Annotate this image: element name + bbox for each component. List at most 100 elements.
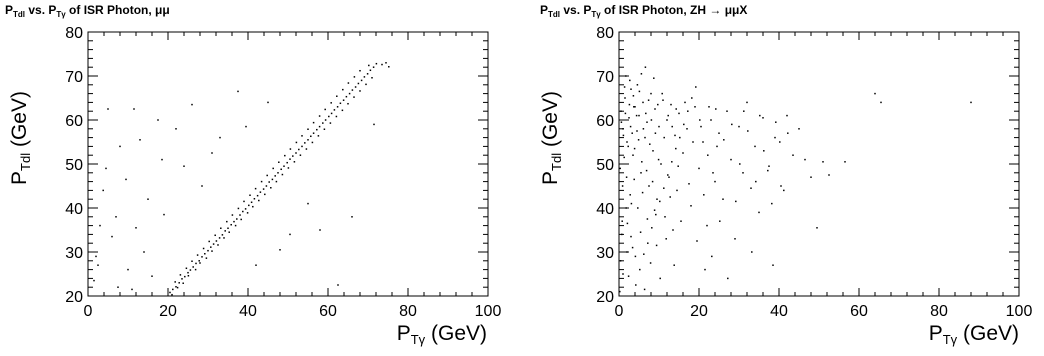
- scatter-point: [768, 165, 770, 167]
- scatter-point: [639, 268, 641, 271]
- scatter-point: [345, 95, 348, 98]
- scatter-point: [629, 125, 632, 128]
- x-tick-label: 20: [159, 303, 177, 320]
- scatter-point: [630, 202, 633, 205]
- scatter-point: [719, 220, 721, 222]
- scatter-point: [647, 242, 649, 244]
- scatter-point: [307, 202, 309, 205]
- scatter-point: [714, 180, 716, 183]
- scatter-point: [316, 128, 318, 131]
- scatter-point: [210, 246, 212, 248]
- scatter-point: [638, 114, 640, 117]
- scatter-point: [215, 240, 218, 242]
- scatter-point: [305, 148, 308, 150]
- scatter-point: [620, 121, 623, 123]
- scatter-point: [669, 196, 671, 198]
- scatter-point: [690, 205, 692, 207]
- y-tick-label: 70: [65, 69, 83, 86]
- scatter-point: [758, 211, 760, 214]
- scatter-point: [699, 119, 701, 121]
- scatter-point: [786, 114, 788, 117]
- scatter-point: [336, 95, 338, 97]
- scatter-point: [663, 187, 665, 189]
- scatter-point: [189, 269, 192, 271]
- x-tick-label: 60: [850, 303, 868, 320]
- scatter-point: [175, 286, 177, 288]
- right-plot-frame: [618, 31, 1020, 297]
- scatter-point: [301, 135, 303, 137]
- scatter-point: [369, 69, 372, 72]
- scatter-point: [970, 101, 972, 104]
- scatter-point: [224, 230, 226, 232]
- scatter-point: [219, 136, 221, 139]
- scatter-point: [659, 200, 661, 203]
- scatter-point: [619, 167, 621, 170]
- scatter-point: [354, 86, 357, 88]
- scatter-point: [747, 130, 749, 132]
- scatter-point: [174, 281, 176, 283]
- scatter-point: [289, 233, 291, 236]
- scatter-point: [266, 174, 268, 177]
- scatter-point: [260, 180, 263, 183]
- scatter-point: [125, 178, 127, 181]
- x-tick-label: 0: [84, 303, 93, 320]
- scatter-point: [640, 73, 643, 75]
- scatter-point: [675, 108, 677, 110]
- scatter-point: [780, 185, 782, 187]
- scatter-point: [228, 231, 230, 233]
- scatter-point: [385, 62, 387, 64]
- scatter-point: [236, 218, 238, 220]
- scatter-point: [675, 147, 677, 150]
- scatter-point: [353, 76, 356, 78]
- scatter-point: [286, 161, 288, 164]
- scatter-point: [139, 139, 141, 141]
- scatter-point: [211, 250, 213, 252]
- scatter-point: [323, 128, 326, 130]
- scatter-point: [256, 194, 259, 197]
- scatter-point: [643, 253, 645, 255]
- scatter-point: [317, 135, 320, 137]
- scatter-point: [670, 103, 672, 106]
- scatter-point: [237, 90, 239, 93]
- scatter-point: [641, 161, 643, 163]
- scatter-point: [674, 134, 676, 137]
- scatter-point: [277, 172, 279, 174]
- scatter-point: [272, 167, 274, 170]
- scatter-point: [708, 106, 710, 108]
- scatter-point: [619, 260, 622, 262]
- scatter-point: [275, 180, 278, 183]
- scatter-point: [198, 260, 200, 262]
- scatter-point: [151, 275, 153, 277]
- scatter-point: [730, 158, 732, 161]
- scatter-point: [712, 172, 714, 174]
- scatter-point: [653, 77, 655, 79]
- scatter-point: [292, 155, 294, 157]
- scatter-point: [279, 249, 281, 251]
- right-y-axis-label: PTdl (GeV): [539, 91, 564, 185]
- scatter-point: [676, 189, 678, 192]
- scatter-point: [185, 267, 188, 270]
- scatter-point: [220, 227, 222, 229]
- scatter-point: [271, 178, 274, 181]
- scatter-point: [739, 163, 741, 165]
- scatter-point: [212, 243, 215, 245]
- scatter-point: [688, 183, 690, 185]
- scatter-point: [723, 139, 725, 141]
- scatter-point: [267, 101, 269, 104]
- scatter-point: [187, 271, 189, 274]
- scatter-point: [335, 115, 338, 118]
- scatter-point: [654, 108, 656, 110]
- scatter-point: [692, 141, 694, 143]
- scatter-point: [636, 130, 638, 132]
- scatter-point: [742, 172, 744, 174]
- scatter-point: [372, 66, 375, 68]
- y-tick-label: 40: [596, 201, 614, 218]
- scatter-point: [205, 257, 208, 259]
- scatter-point: [333, 109, 336, 111]
- scatter-point: [635, 284, 637, 286]
- scatter-point: [192, 266, 194, 268]
- scatter-point: [626, 251, 628, 253]
- scatter-point: [187, 275, 190, 277]
- right-scatter-points: [619, 66, 972, 293]
